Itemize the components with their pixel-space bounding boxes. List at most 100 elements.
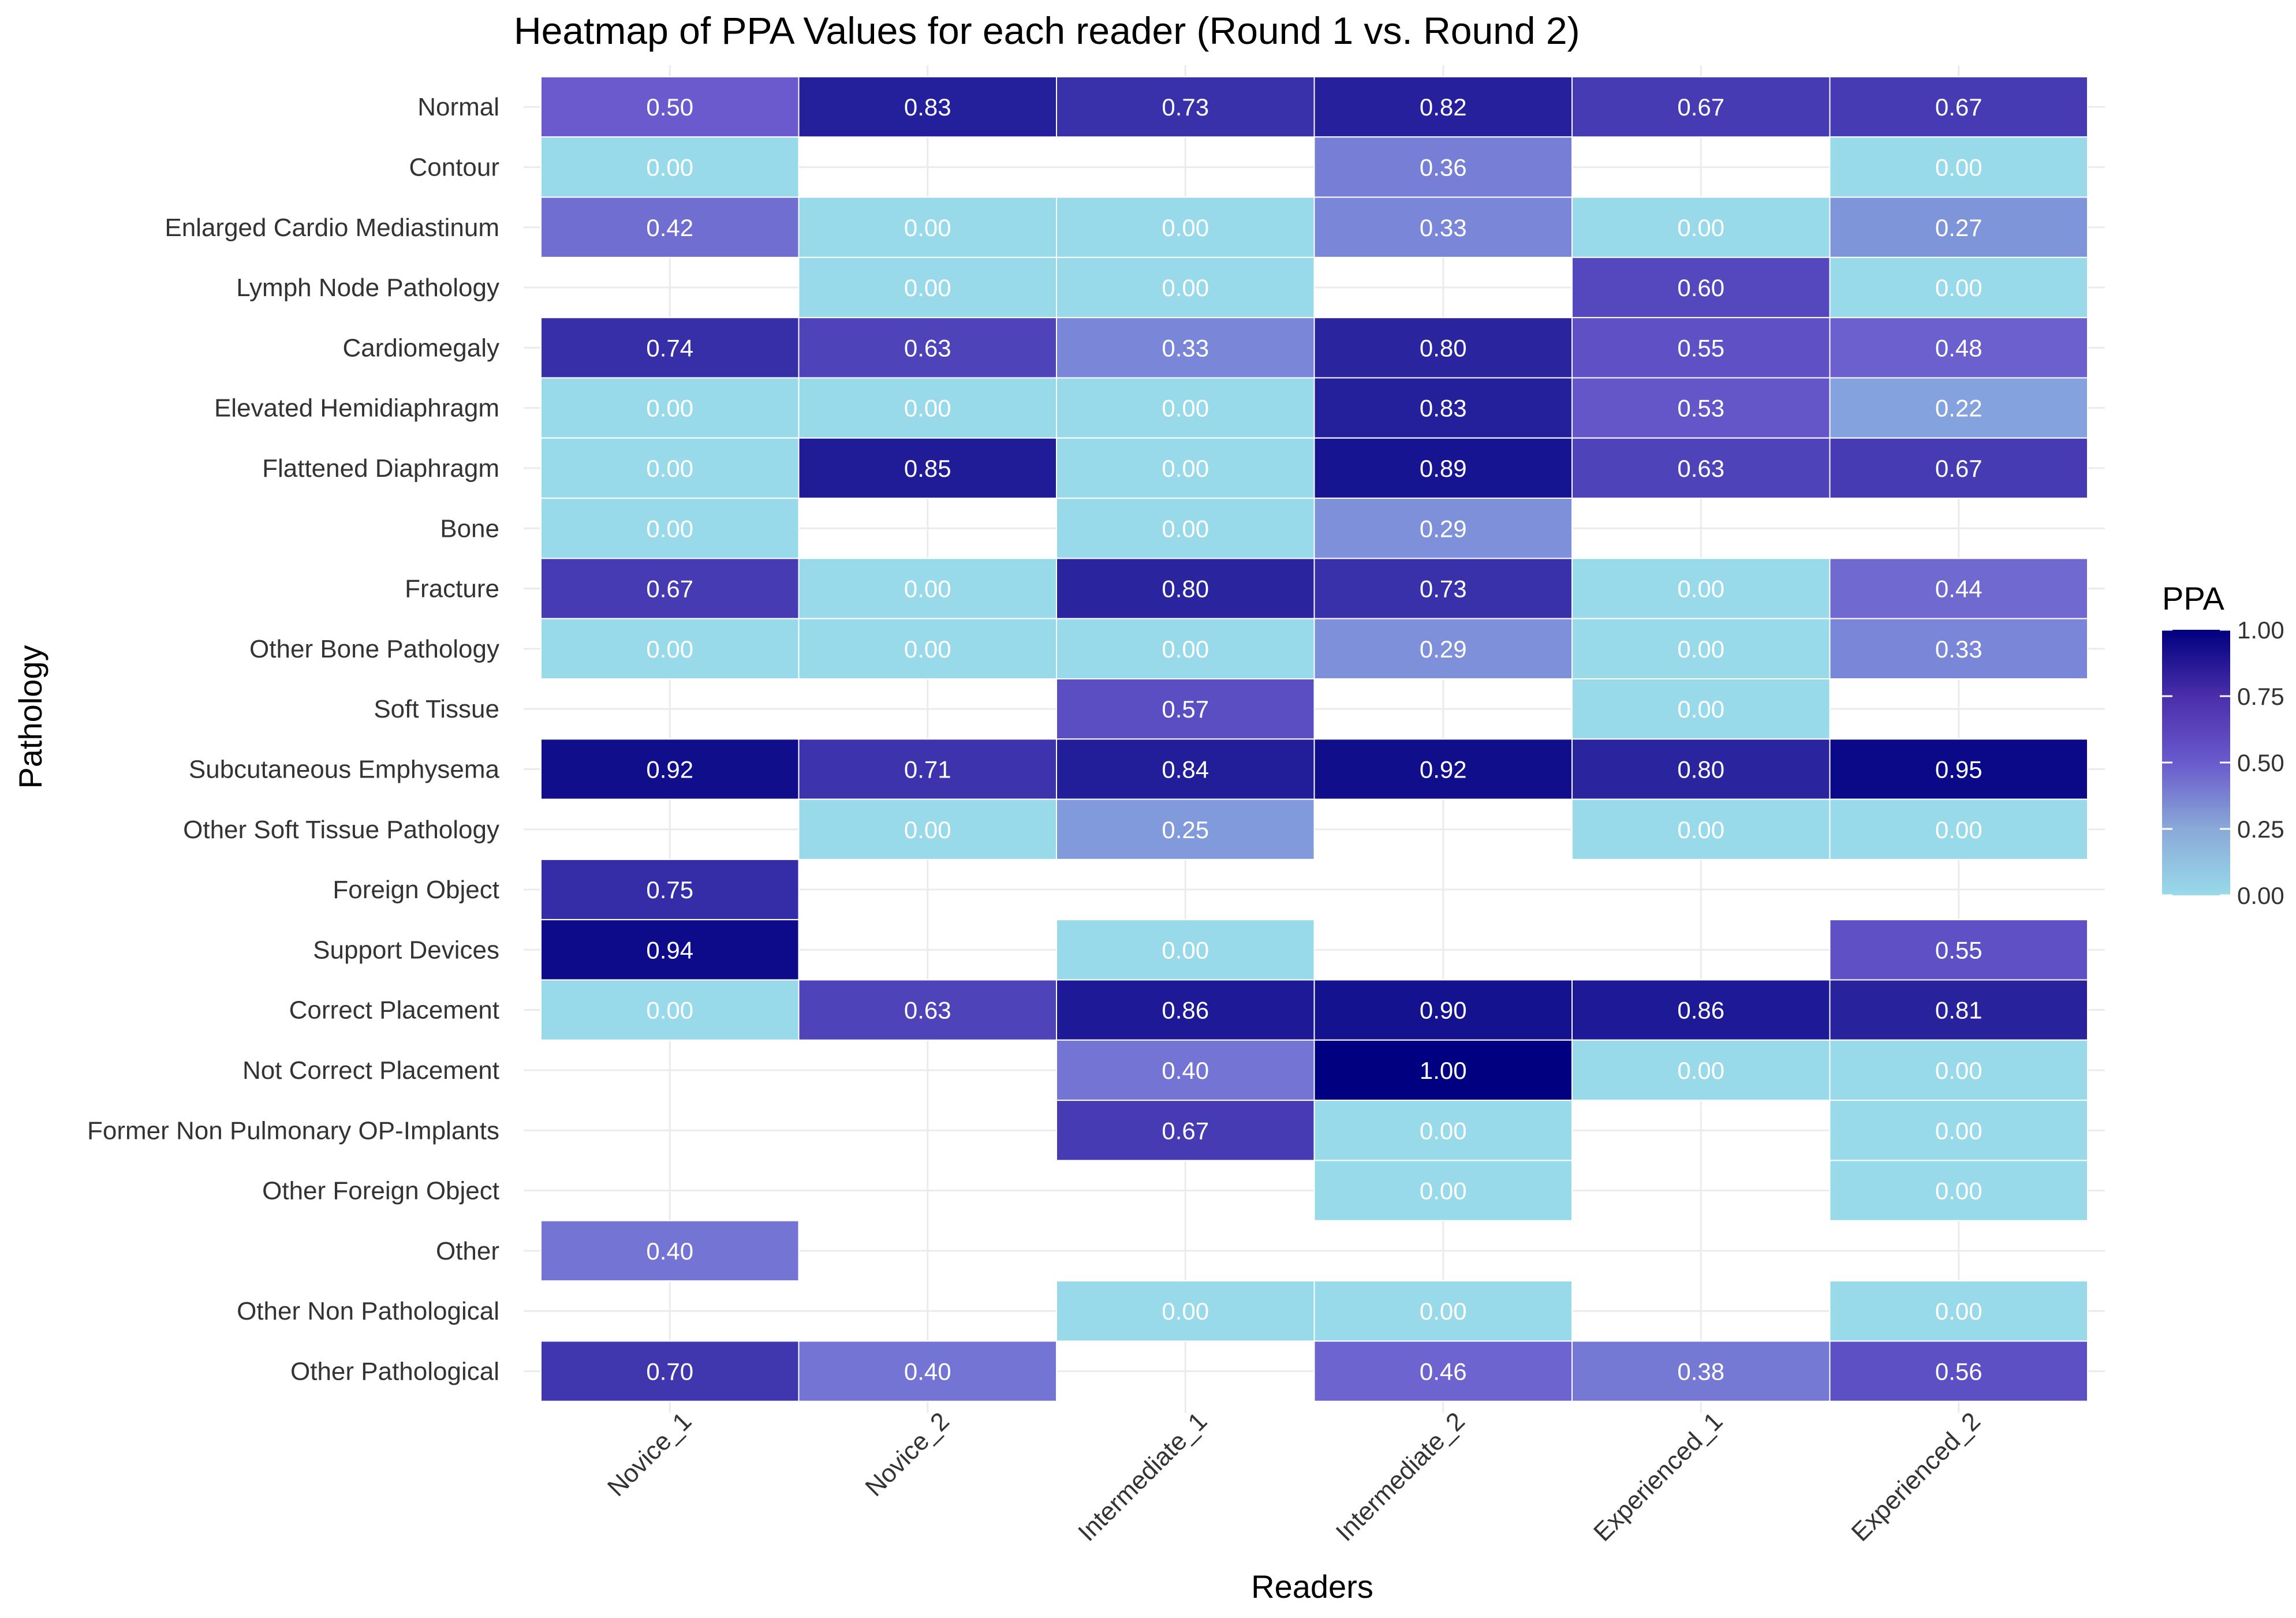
y-tick-label: Support Devices <box>313 936 499 964</box>
y-tick-label: Not Correct Placement <box>242 1056 499 1085</box>
cell-value-label: 0.67 <box>1935 94 1983 121</box>
x-tick-label: Intermediate_2 <box>1331 1407 1470 1546</box>
cell-value-label: 0.67 <box>1162 1117 1209 1144</box>
cell-value-label: 0.00 <box>1677 1057 1724 1084</box>
cell-value-label: 0.84 <box>1162 756 1209 783</box>
heatmap-cell <box>540 196 800 258</box>
cell-value-label: 0.57 <box>1162 696 1209 723</box>
cell-value-label: 0.00 <box>904 576 951 603</box>
legend-ticks: 1.00 0.75 0.50 0.25 0.00 <box>2162 616 2284 909</box>
cell-value-label: 0.00 <box>1935 154 1983 181</box>
cell-value-label: 0.44 <box>1935 576 1983 603</box>
legend-tick-label: 1.00 <box>2237 616 2284 644</box>
heatmap-cell <box>540 136 800 198</box>
cell-value-label: 0.70 <box>646 1358 693 1385</box>
heatmap-cell <box>1571 678 1831 740</box>
cell-value-label: 0.22 <box>1935 395 1983 422</box>
cell-value-label: 0.00 <box>1162 515 1209 542</box>
legend-tick-label: 0.25 <box>2237 816 2284 843</box>
cell-value-label: 0.56 <box>1935 1358 1983 1385</box>
cell-value-label: 0.33 <box>1935 636 1983 663</box>
cell-value-label: 0.80 <box>1420 334 1467 361</box>
cell-value-label: 0.40 <box>904 1358 951 1385</box>
cell-value-label: 0.74 <box>646 334 693 361</box>
heatmap-cell <box>1313 76 1573 138</box>
heatmap-cell <box>798 377 1057 439</box>
cell-value-label: 0.00 <box>904 214 951 241</box>
heatmap-cell <box>1056 437 1315 499</box>
cell-value-label: 0.33 <box>1420 214 1467 241</box>
y-tick-label: Other Pathological <box>290 1357 499 1385</box>
cell-value-label: 0.53 <box>1677 395 1724 422</box>
cell-value-label: 0.85 <box>904 455 951 482</box>
cell-value-label: 0.63 <box>904 334 951 361</box>
heatmap-cell <box>1313 377 1573 439</box>
cell-value-label: 0.00 <box>1677 576 1724 603</box>
heatmap-cell <box>540 738 800 800</box>
cell-value-label: 0.67 <box>1677 94 1724 121</box>
x-tick-label: Experienced_1 <box>1588 1407 1728 1546</box>
heatmap-cell <box>1056 798 1315 860</box>
y-tick-label: Cardiomegaly <box>343 334 499 362</box>
x-tick-label: Intermediate_1 <box>1073 1407 1212 1546</box>
cell-value-label: 0.00 <box>646 455 693 482</box>
cell-value-label: 0.27 <box>1935 214 1983 241</box>
y-tick-label: Enlarged Cardio Mediastinum <box>165 214 499 242</box>
cell-value-label: 0.00 <box>1677 816 1724 843</box>
cell-value-label: 0.00 <box>1935 816 1983 843</box>
cell-value-label: 1.00 <box>1420 1057 1467 1084</box>
heatmap-cell <box>1313 979 1573 1041</box>
heatmap-cell <box>1829 738 2088 800</box>
heatmap-cell <box>540 1220 800 1281</box>
cell-value-label: 0.00 <box>1162 936 1209 963</box>
heatmap-cell <box>1829 377 2088 439</box>
cell-value-label: 0.00 <box>904 816 951 843</box>
cell-value-label: 0.00 <box>646 154 693 181</box>
cell-value-label: 0.00 <box>1420 1298 1467 1325</box>
heatmap-cell <box>1829 437 2088 499</box>
heatmap-cell <box>540 76 800 138</box>
cell-value-label: 0.00 <box>904 395 951 422</box>
cell-value-label: 0.67 <box>1935 455 1983 482</box>
heatmap-cell <box>1571 618 1831 679</box>
heatmap-cell <box>540 437 800 499</box>
heatmap-cell <box>1571 437 1831 499</box>
cell-value-label: 0.29 <box>1420 515 1467 542</box>
heatmap-cell <box>798 317 1057 379</box>
cell-value-label: 0.00 <box>1162 274 1209 301</box>
cell-value-label: 0.00 <box>904 636 951 663</box>
heatmap-cell <box>1829 1039 2088 1101</box>
x-tick-label: Novice_2 <box>860 1407 954 1501</box>
heatmap-cell <box>1829 256 2088 319</box>
heatmap-cell <box>1829 76 2088 138</box>
heatmap-cell <box>1571 317 1831 379</box>
cell-value-label: 0.00 <box>1162 395 1209 422</box>
heatmap-cell <box>798 437 1057 499</box>
cell-value-label: 0.48 <box>1935 334 1983 361</box>
cell-value-label: 0.63 <box>904 997 951 1024</box>
cell-value-label: 0.60 <box>1677 274 1724 301</box>
y-tick-label: Other <box>436 1237 499 1265</box>
heatmap-cell <box>1571 256 1831 319</box>
y-tick-label: Flattened Diaphragm <box>262 454 499 483</box>
heatmap-cell <box>1829 1340 2088 1402</box>
cell-value-label: 0.42 <box>646 214 693 241</box>
chart-title: Heatmap of PPA Values for each reader (R… <box>514 9 1580 52</box>
heatmap-cell <box>1056 498 1315 559</box>
heatmap-cell <box>1571 76 1831 138</box>
y-tick-label: Elevated Hemidiaphragm <box>214 394 499 423</box>
heatmap-cell <box>1056 76 1315 138</box>
cell-value-label: 0.75 <box>646 876 693 903</box>
heatmap-cell <box>1571 979 1831 1041</box>
cell-value-label: 0.00 <box>1935 1298 1983 1325</box>
heatmap-cell <box>1313 136 1573 198</box>
heatmap-cell <box>1829 1160 2088 1221</box>
cell-value-label: 0.00 <box>646 997 693 1024</box>
cell-value-label: 0.46 <box>1420 1358 1467 1385</box>
heatmap-cell <box>1056 678 1315 740</box>
heatmap-cell <box>1571 798 1831 860</box>
legend-colorbar <box>2162 630 2230 895</box>
heatmap-cell <box>1056 618 1315 679</box>
x-tick-label: Experienced_2 <box>1846 1407 1986 1546</box>
heatmap-cell <box>1829 136 2088 198</box>
